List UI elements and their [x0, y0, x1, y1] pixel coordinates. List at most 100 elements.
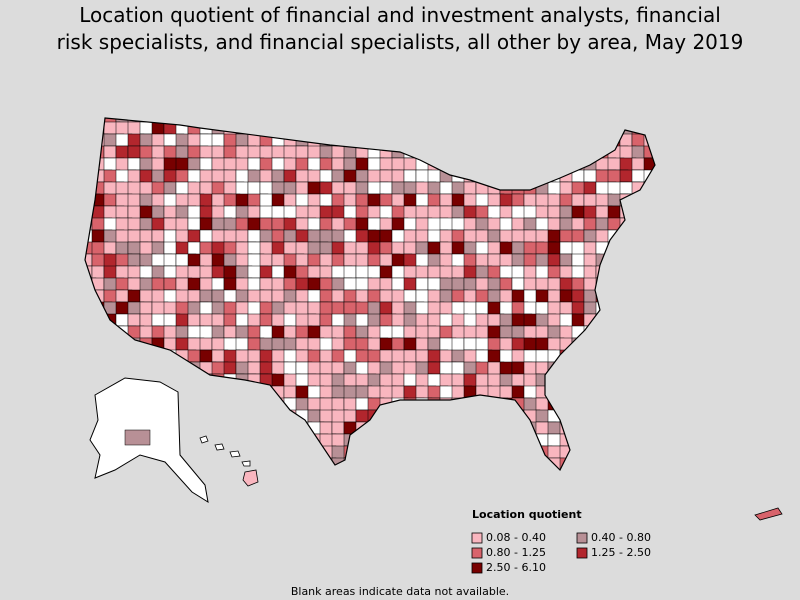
map-region [631, 433, 645, 447]
map-region [235, 433, 253, 447]
map-region [427, 337, 441, 351]
map-region [379, 133, 401, 151]
map-region [343, 457, 357, 470]
map-region [355, 181, 369, 195]
map-region [547, 409, 565, 423]
map-region [295, 121, 317, 139]
map-region [331, 157, 345, 171]
map-region [643, 349, 655, 367]
map-region [511, 421, 533, 435]
map-region [595, 121, 613, 135]
map-region [235, 118, 253, 127]
map-region [559, 118, 577, 127]
map-region [547, 157, 561, 171]
map-region [439, 118, 457, 123]
map-region [583, 445, 597, 463]
map-region [355, 433, 369, 451]
map-region [643, 385, 655, 399]
map-region [559, 457, 581, 470]
map-region [619, 253, 633, 271]
map-region [151, 229, 165, 243]
map-region [559, 289, 573, 303]
map-region [523, 133, 545, 151]
map-region [427, 121, 441, 139]
map-region [607, 457, 625, 470]
map-region [187, 373, 201, 391]
map-region [535, 145, 553, 163]
map-region [124, 429, 151, 446]
map-region [656, 158, 668, 174]
map-region [247, 385, 265, 403]
map-region [115, 205, 129, 219]
map-region [259, 253, 273, 267]
map-region [211, 457, 233, 470]
map-region [439, 133, 453, 147]
map-region [235, 397, 253, 411]
map-region [355, 169, 369, 183]
map-region [85, 325, 93, 339]
map-region [403, 373, 417, 387]
map-region [559, 157, 573, 171]
map-region [247, 118, 261, 123]
map-region [547, 193, 561, 207]
map-region [511, 133, 529, 151]
map-region [559, 121, 577, 139]
map-region [85, 313, 101, 327]
map-region [571, 301, 585, 315]
map-region [595, 253, 617, 267]
map-region [499, 157, 513, 175]
map-region [656, 230, 672, 242]
map-region [187, 313, 201, 327]
map-region [163, 118, 185, 123]
map-region [643, 145, 655, 159]
alaska-regions [90, 378, 208, 502]
map-region [547, 121, 565, 135]
map-region [595, 385, 609, 403]
map-region [535, 121, 557, 139]
map-region [583, 373, 605, 387]
map-region [415, 457, 429, 470]
map-region [631, 373, 649, 391]
map-region [211, 397, 225, 411]
map-region [103, 145, 117, 159]
map-region [391, 325, 405, 339]
map-region [403, 457, 421, 470]
map-region [439, 409, 453, 427]
map-region [391, 421, 405, 439]
map-region [595, 421, 609, 439]
map-region [367, 445, 381, 459]
map-region [223, 397, 245, 411]
map-region [391, 457, 413, 470]
map-region [451, 121, 465, 135]
map-region [85, 181, 93, 195]
map-region [607, 118, 621, 127]
map-region [559, 373, 581, 391]
map-region [607, 325, 621, 343]
map-region [331, 169, 345, 183]
map-region [379, 445, 401, 463]
map-region [535, 373, 557, 387]
map-region [199, 409, 213, 427]
map-region [607, 253, 621, 271]
map-region [427, 409, 445, 427]
map-region [439, 421, 457, 439]
map-region [187, 349, 201, 363]
map-region [235, 385, 253, 403]
map-region [187, 181, 201, 195]
map-region [583, 121, 605, 139]
map-region [139, 361, 157, 375]
map-region [511, 217, 525, 231]
map-region [223, 433, 245, 447]
map-region [499, 433, 513, 447]
map-region [247, 409, 261, 423]
map-region [511, 277, 525, 291]
map-region [631, 397, 645, 415]
map-region [85, 349, 101, 363]
map-region [367, 433, 385, 451]
map-region [271, 445, 293, 463]
map-region [163, 253, 177, 267]
map-region [571, 118, 593, 123]
legend-swatch [471, 547, 483, 559]
map-region [199, 421, 217, 435]
map-region [91, 118, 105, 127]
